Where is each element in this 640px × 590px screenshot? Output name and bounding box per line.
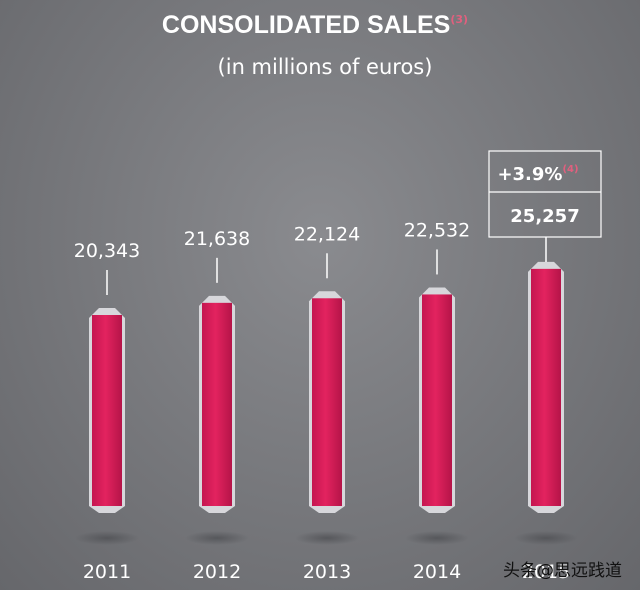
year-label: 2013	[303, 561, 351, 583]
watermark-text: 头条@思远践道	[503, 561, 622, 581]
growth-label: +3.9%(4)	[497, 164, 578, 185]
bar-2014	[422, 294, 452, 506]
value-label: 22,124	[294, 223, 360, 245]
bar-2011	[92, 315, 122, 506]
growth-footnote: (4)	[562, 164, 578, 175]
value-label: 25,257	[510, 206, 579, 227]
year-label: 2011	[83, 561, 131, 583]
bar-2015	[531, 268, 561, 506]
year-label: 2015	[522, 561, 570, 583]
value-label: 20,343	[74, 240, 140, 262]
bars-group: 20,343 2011 21,638 2012 22,124 2013 22,532 2014…	[74, 206, 580, 583]
bar-2013	[312, 298, 342, 506]
value-label: 22,532	[404, 219, 470, 241]
bar-2012	[202, 302, 232, 506]
year-label: 2012	[193, 561, 241, 583]
highlight-box: +3.9%(4)	[488, 150, 602, 238]
chart-subtitle: (in millions of euros)	[218, 55, 433, 79]
bar-shadow	[295, 531, 359, 545]
bar-shadow	[75, 531, 139, 545]
watermark: 头条@思远践道	[503, 561, 622, 581]
chart-title: CONSOLIDATED SALES(3)	[162, 11, 468, 39]
bar-shadow	[405, 531, 469, 545]
year-label: 2014	[413, 561, 461, 583]
highlight-box-frame	[488, 150, 602, 238]
bar-shadow	[185, 531, 249, 545]
value-label: 21,638	[184, 228, 250, 250]
bar-shadow	[514, 531, 578, 545]
title-footnote: (3)	[450, 13, 468, 26]
